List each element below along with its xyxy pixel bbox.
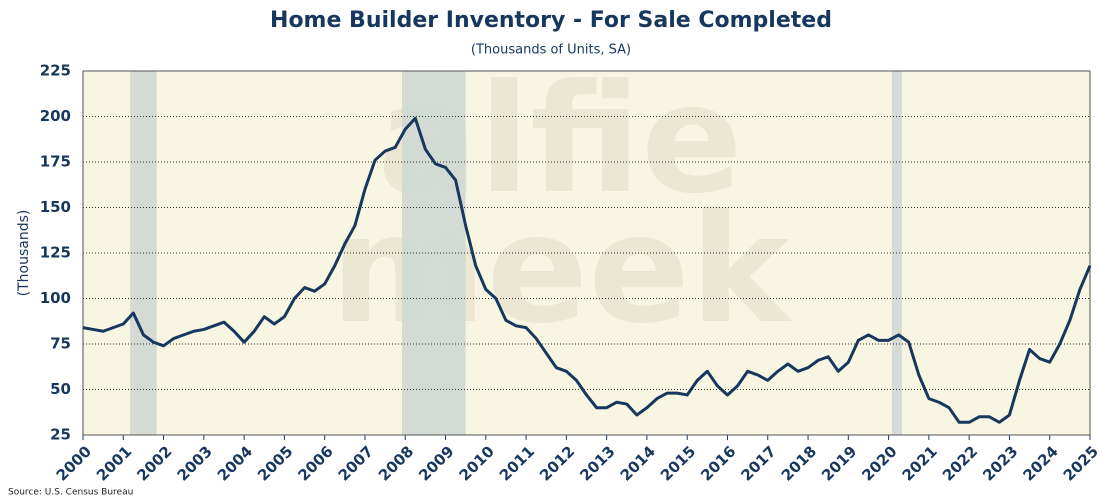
x-tick-label: 2018: [778, 442, 820, 484]
x-tick-label: 2017: [738, 442, 780, 484]
y-tick-label: 200: [40, 107, 71, 125]
x-tick-label: 2020: [858, 442, 900, 484]
x-tick-label: 2014: [617, 442, 659, 484]
watermark: meek: [330, 183, 793, 357]
x-tick-label: 2021: [899, 442, 941, 484]
x-tick-label: 2003: [174, 442, 216, 484]
x-tick-label: 2024: [1019, 442, 1061, 484]
x-tick-label: 2012: [536, 442, 578, 484]
x-tick-label: 2006: [294, 442, 336, 484]
x-tick-label: 2001: [93, 442, 135, 484]
x-tick-label: 2015: [657, 442, 699, 484]
y-tick-label: 75: [50, 335, 71, 353]
chart-subtitle: (Thousands of Units, SA): [471, 43, 631, 58]
y-tick-label: 175: [40, 153, 71, 171]
y-tick-label: 25: [50, 426, 71, 444]
x-tick-label: 2023: [979, 442, 1021, 484]
x-tick-label: 2008: [375, 442, 417, 484]
x-tick-label: 2016: [697, 442, 739, 484]
y-tick-label: 225: [40, 62, 71, 80]
y-tick-label: 150: [40, 198, 71, 216]
y-tick-label: 50: [50, 380, 71, 398]
source: Source: U.S. Census Bureau: [8, 488, 133, 498]
x-tick-label: 2005: [254, 442, 296, 484]
x-tick-label: 2019: [818, 442, 860, 484]
recession-band: [402, 71, 466, 435]
y-axis-label: (Thousands): [16, 210, 32, 297]
x-tick-label: 2010: [456, 442, 498, 484]
y-tick-label: 125: [40, 244, 71, 262]
x-tick-label: 2011: [496, 442, 538, 484]
x-tick-label: 2013: [576, 442, 618, 484]
x-tick-label: 2009: [415, 442, 457, 484]
data-line: [82, 116, 1092, 424]
x-tick-label: 2002: [133, 442, 175, 484]
x-tick-label: 2007: [335, 442, 377, 484]
x-tick-label: 2000: [53, 442, 95, 484]
plot-frame: [82, 70, 1091, 436]
plot-background: [83, 71, 1090, 435]
chart-title: Home Builder Inventory - For Sale Comple…: [270, 8, 832, 33]
x-tick-label: 2025: [1060, 442, 1100, 484]
x-tick-label: 2004: [214, 442, 256, 484]
y-tick-label: 100: [40, 289, 71, 307]
x-tick-label: 2022: [939, 442, 981, 484]
